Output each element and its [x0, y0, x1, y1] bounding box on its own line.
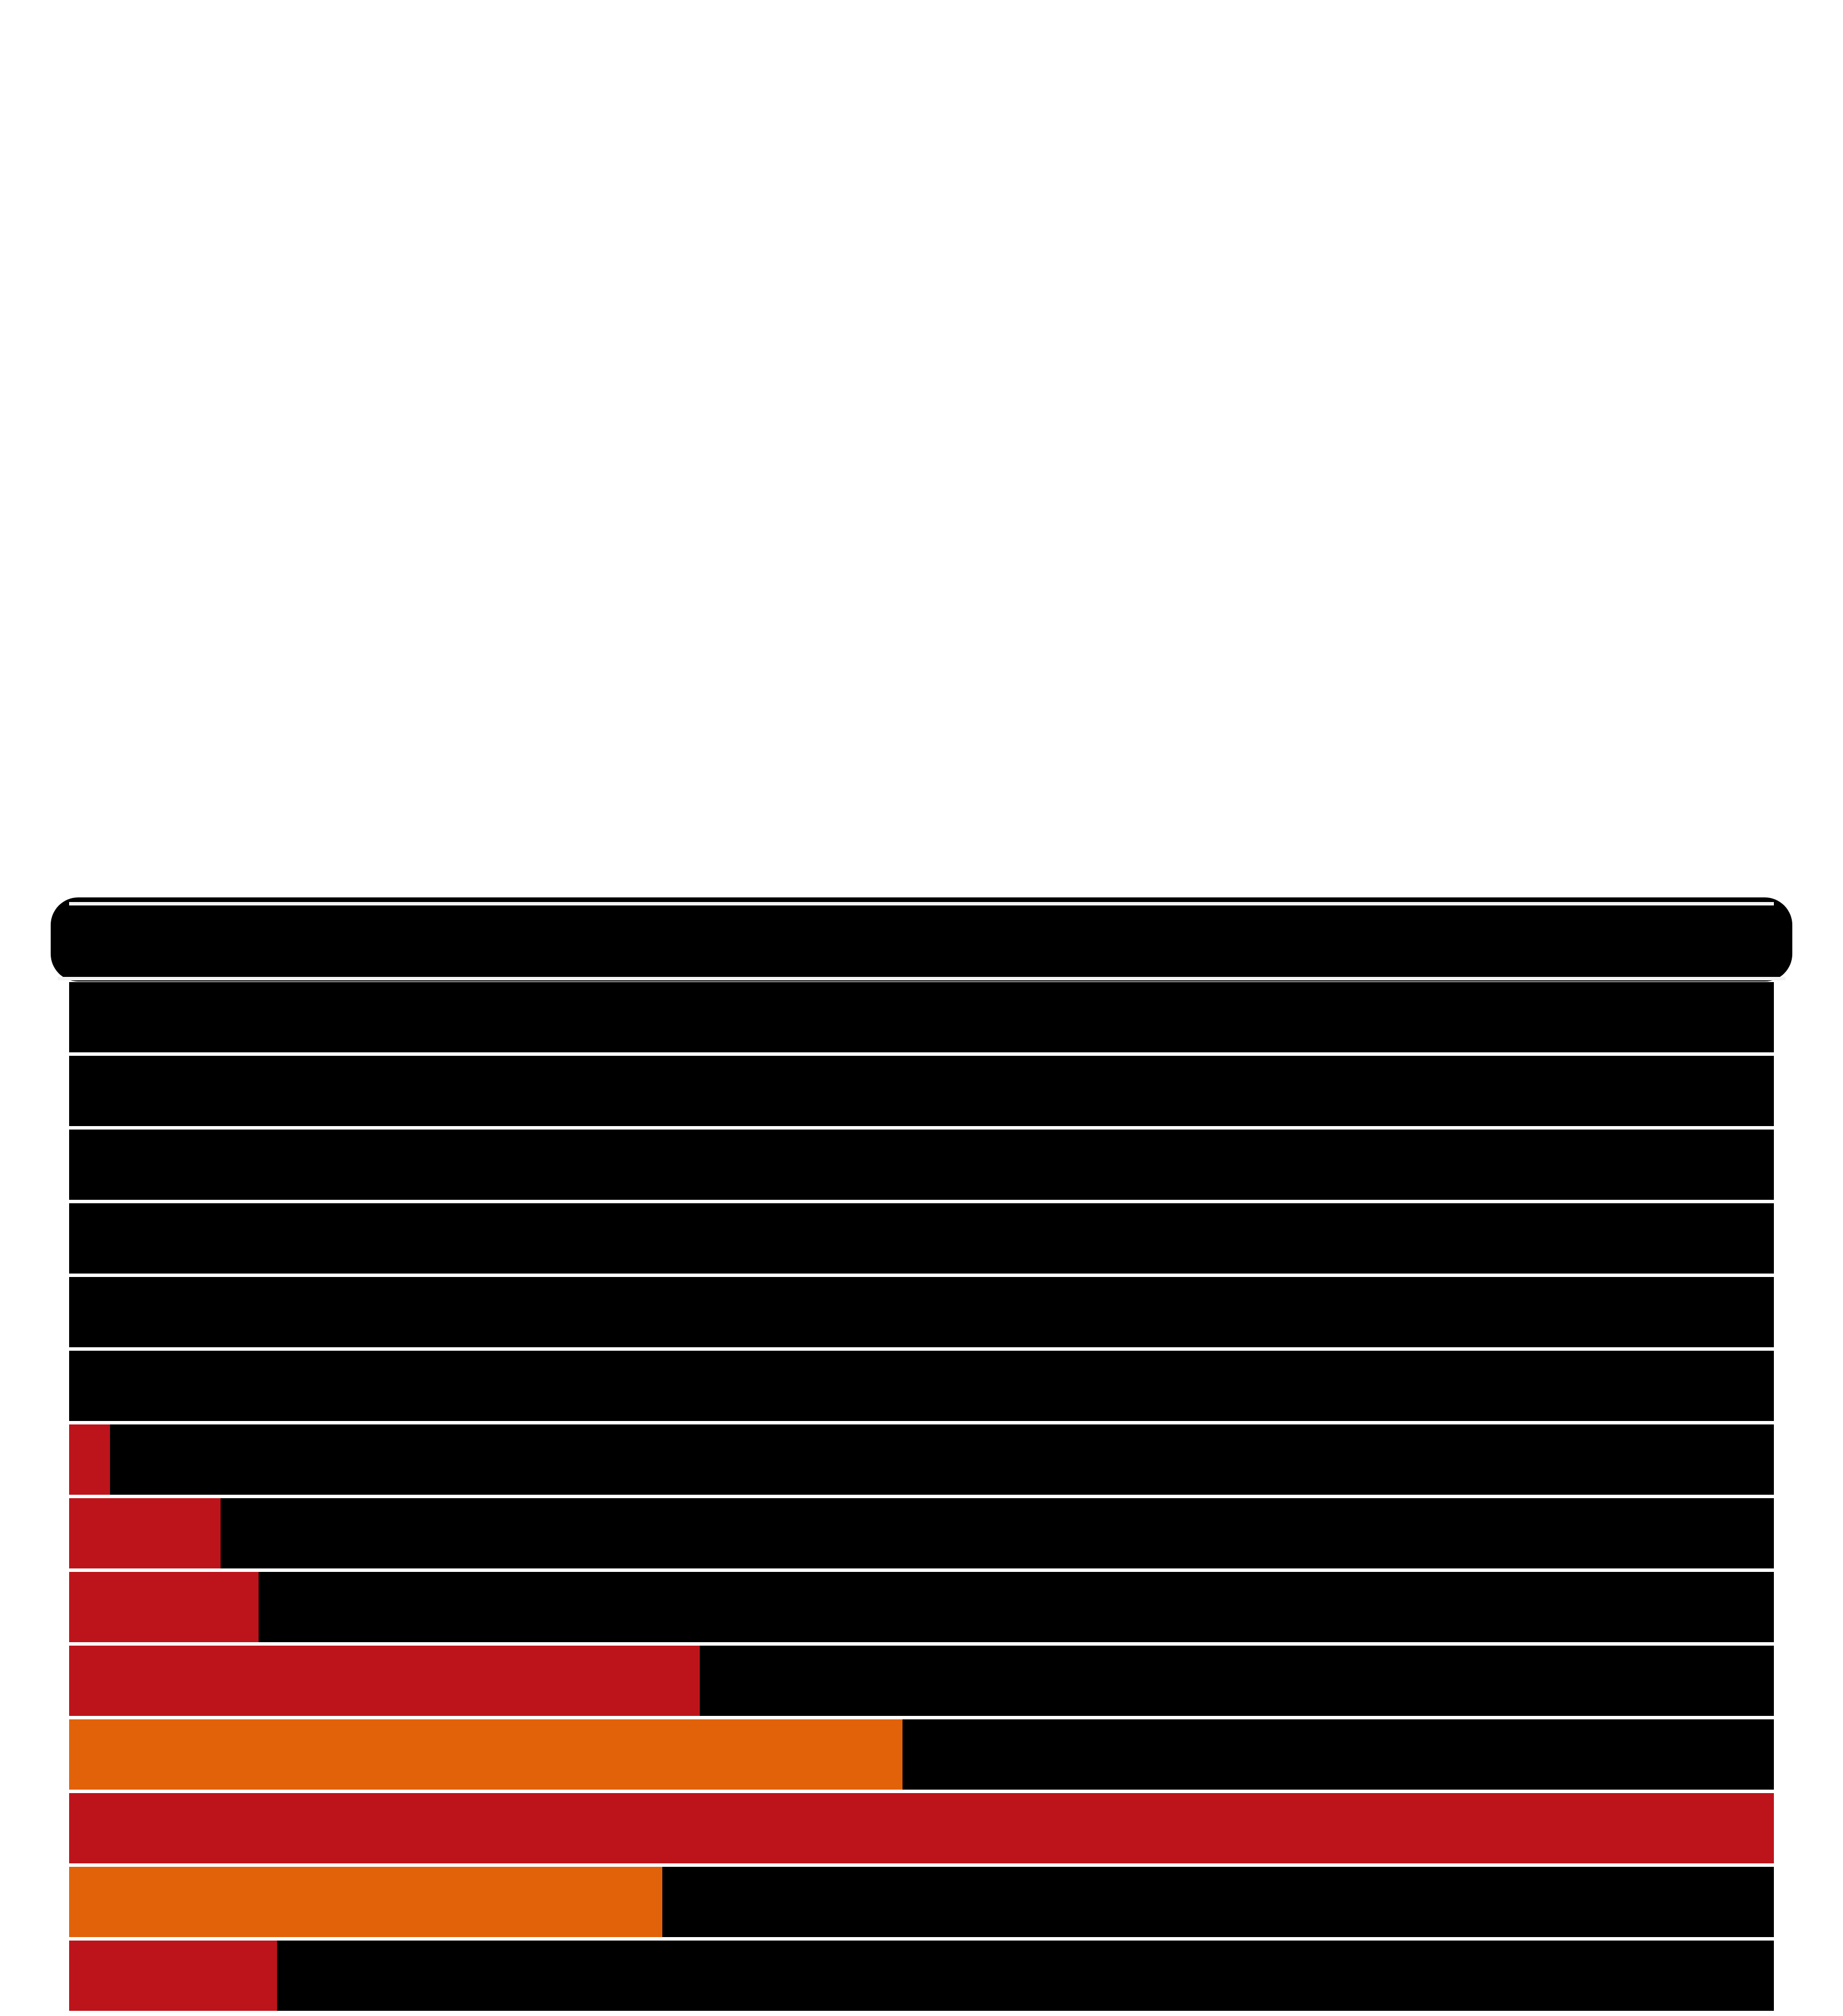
bar-row	[69, 1941, 1774, 2011]
bar-fill	[69, 1867, 662, 1937]
bar-row	[69, 1130, 1774, 1200]
cap-separator-top	[69, 902, 1774, 905]
bar-row	[69, 1867, 1774, 1937]
bar-fill	[69, 1941, 277, 2011]
cap-separator-bottom	[58, 977, 1785, 980]
bar-row	[69, 1793, 1774, 1863]
bar-row	[69, 1056, 1774, 1126]
bar-row	[69, 1719, 1774, 1790]
bar-row	[69, 1351, 1774, 1421]
bar-fill	[69, 1572, 259, 1642]
bar-row	[69, 1646, 1774, 1716]
cap-bar	[51, 897, 1792, 982]
bar-row	[69, 1424, 1774, 1495]
bar-fill	[69, 1719, 902, 1790]
bar-row	[69, 1572, 1774, 1642]
bar-row	[69, 1498, 1774, 1568]
bar-row	[69, 982, 1774, 1052]
bar-row	[69, 1277, 1774, 1347]
bar-fill	[69, 1646, 700, 1716]
bar-rows	[69, 982, 1774, 2016]
bar-fill	[69, 1498, 221, 1568]
bar-fill	[69, 1793, 1774, 1863]
bar-fill	[69, 1424, 110, 1495]
bar-row	[69, 1203, 1774, 1274]
